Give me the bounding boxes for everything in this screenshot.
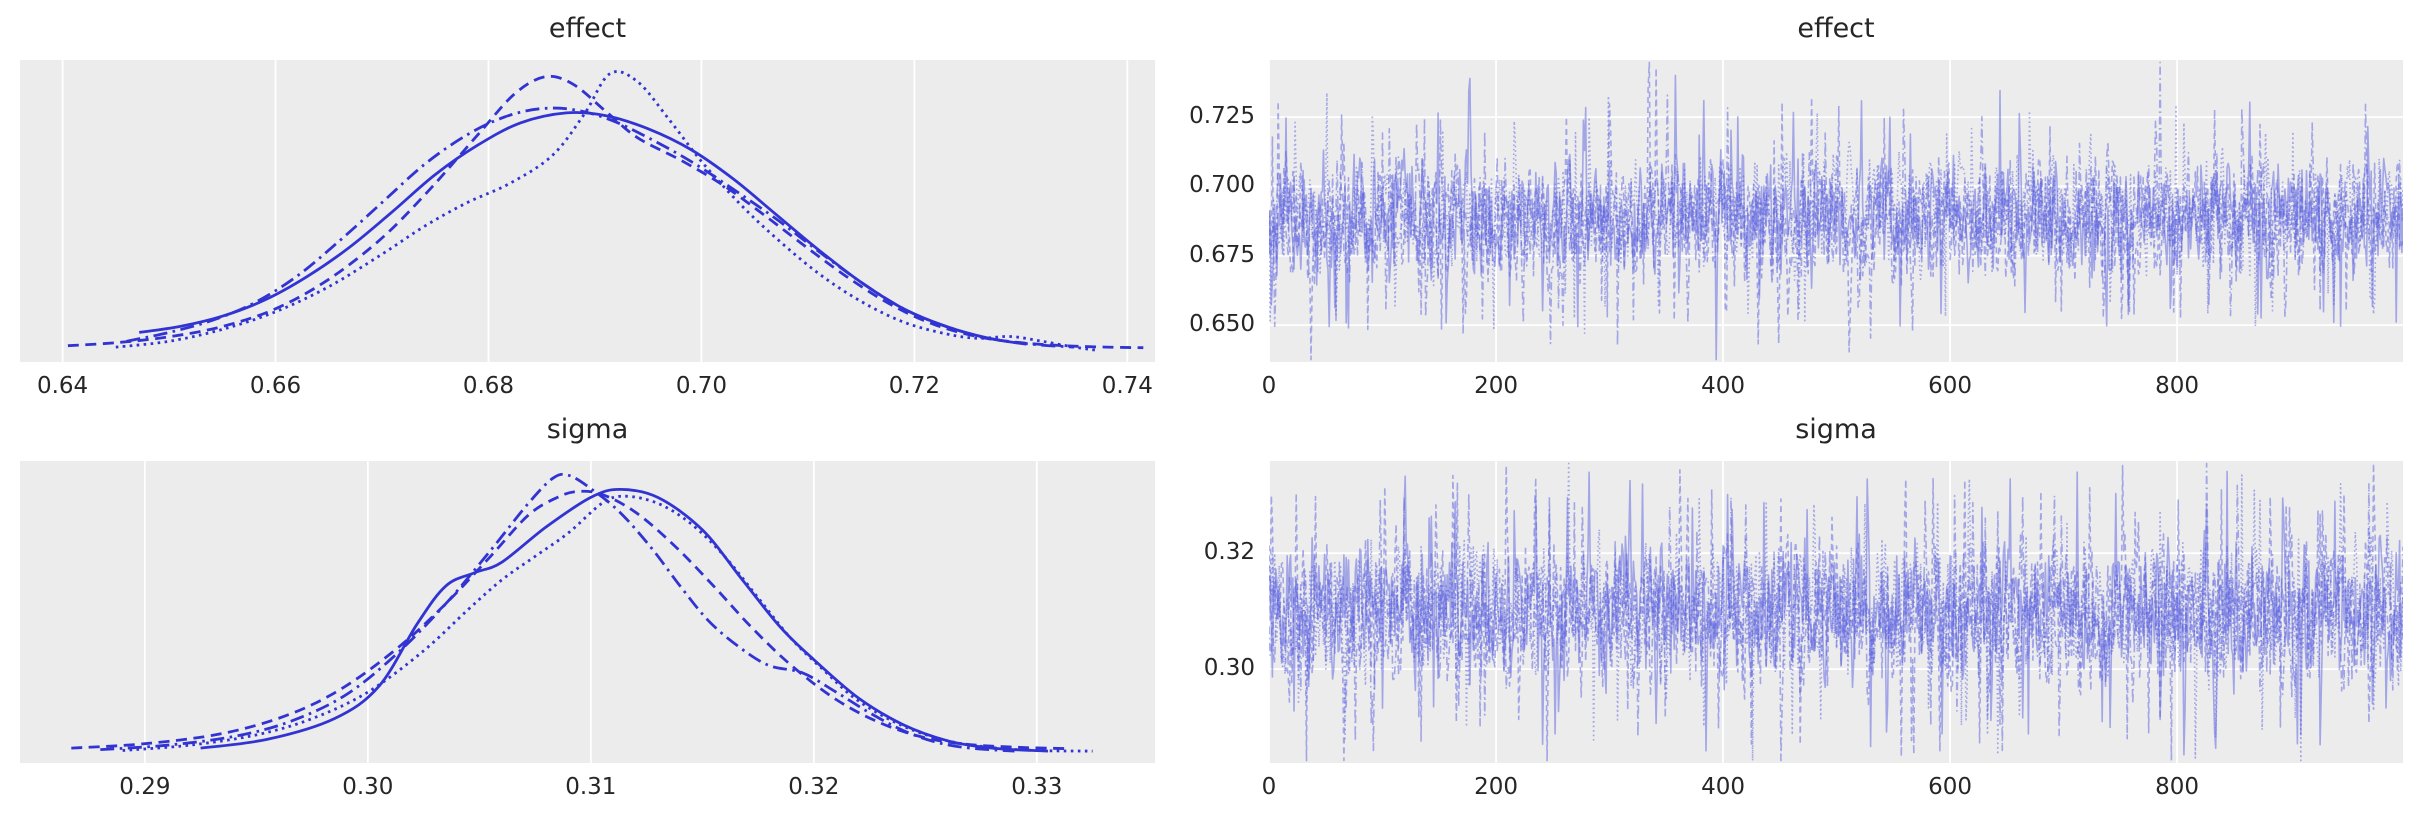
x-tick-label: 0.66 — [249, 373, 302, 399]
x-tick-label: 0.31 — [565, 774, 617, 800]
y-tick-label: 0.32 — [1203, 539, 1255, 566]
x-tick-label: 0 — [1261, 373, 1277, 399]
y-tick-label: 0.725 — [1189, 103, 1255, 130]
x-tick-label: 800 — [2155, 373, 2200, 399]
x-tick-label: 0.70 — [675, 373, 728, 399]
x-tick-label: 400 — [1701, 774, 1745, 800]
x-tick-label: 0.32 — [788, 774, 840, 800]
effect-trace-title: effect — [1797, 13, 1875, 44]
sigma-density-plot — [20, 461, 1155, 763]
x-tick-label: 0.33 — [1011, 774, 1063, 800]
x-tick-label: 0.72 — [888, 373, 940, 399]
x-tick-label: 0.30 — [342, 774, 394, 800]
y-tick-label: 0.675 — [1189, 241, 1255, 268]
effect-trace-plot — [1269, 60, 2403, 362]
x-tick-label: 200 — [1474, 373, 1518, 399]
y-tick-label: 0.650 — [1189, 311, 1255, 338]
x-tick-label: 0.74 — [1101, 373, 1153, 399]
x-tick-label: 0.29 — [119, 774, 171, 800]
sigma-trace-plot — [1269, 461, 2403, 763]
effect-density-title: effect — [548, 13, 627, 44]
sigma-trace-title: sigma — [1795, 414, 1877, 445]
x-tick-label: 600 — [1928, 373, 1973, 399]
x-tick-label: 0.64 — [36, 373, 89, 399]
x-tick-label: 400 — [1701, 373, 1745, 399]
x-tick-label: 200 — [1474, 774, 1518, 800]
y-tick-label: 0.30 — [1203, 655, 1255, 682]
x-tick-label: 0.68 — [462, 373, 515, 399]
effect-density-plot — [20, 60, 1155, 362]
sigma-density-title: sigma — [546, 414, 629, 445]
x-tick-label: 800 — [2155, 774, 2200, 800]
y-tick-label: 0.700 — [1189, 172, 1255, 199]
x-tick-label: 600 — [1928, 774, 1973, 800]
x-tick-label: 0 — [1261, 774, 1277, 800]
